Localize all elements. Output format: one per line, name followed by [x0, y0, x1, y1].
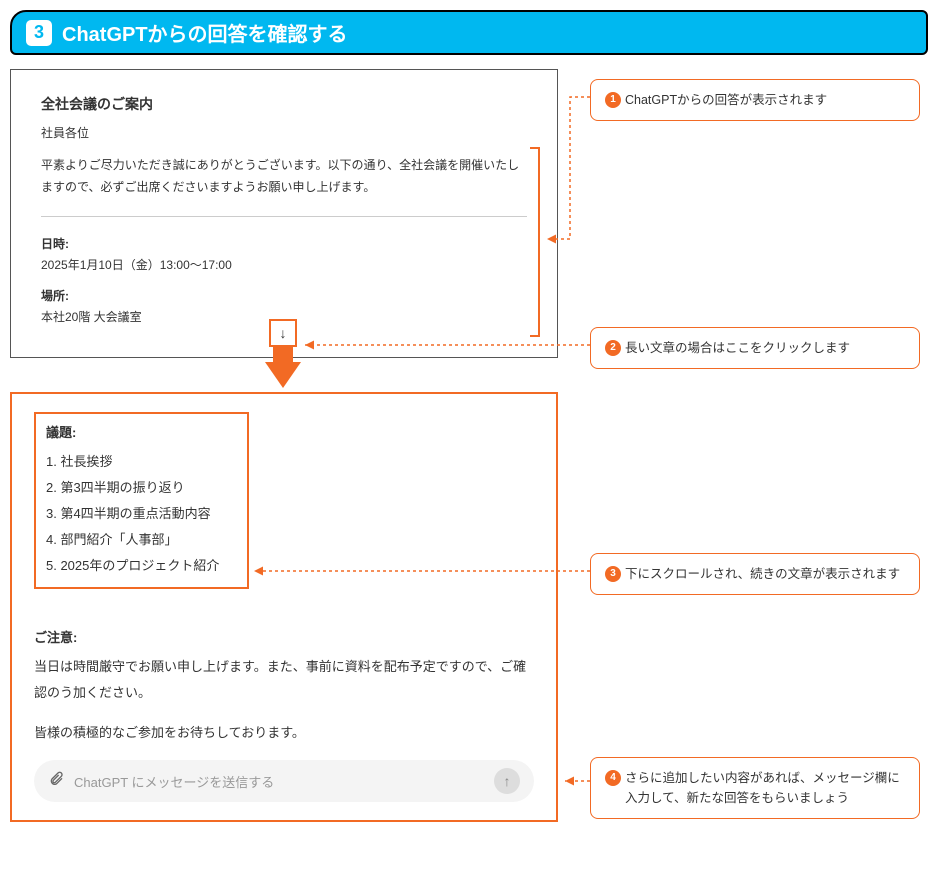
flow-arrow-down-icon	[265, 362, 301, 388]
list-item: 1. 社長挨拶	[46, 449, 237, 475]
attachment-icon[interactable]	[48, 771, 64, 792]
list-item: 5. 2025年のプロジェクト紹介	[46, 553, 237, 579]
message-input-placeholder[interactable]: ChatGPT にメッセージを送信する	[74, 772, 484, 791]
callout-number-badge: 1	[605, 92, 621, 108]
message-input-bar[interactable]: ChatGPT にメッセージを送信する ↑	[34, 760, 534, 802]
list-item: 4. 部門紹介「人事部」	[46, 527, 237, 553]
chatgpt-response-panel: 全社会議のご案内 社員各位 平素よりご尽力いただき誠にありがとうございます。以下…	[10, 69, 558, 358]
scrolled-content-panel: 議題: 1. 社長挨拶 2. 第3四半期の振り返り 3. 第4四半期の重点活動内…	[10, 392, 558, 822]
list-item: 2. 第3四半期の振り返り	[46, 475, 237, 501]
send-button[interactable]: ↑	[494, 768, 520, 794]
callout-text: 長い文章の場合はここをクリックします	[625, 338, 850, 358]
callout-1: 1 ChatGPTからの回答が表示されます	[590, 79, 920, 121]
callout-text: 下にスクロールされ、続きの文章が表示されます	[625, 564, 900, 584]
response-salutation: 社員各位	[41, 124, 527, 141]
callout-number-badge: 4	[605, 770, 621, 786]
range-bracket	[530, 147, 540, 337]
response-title: 全社会議のご案内	[41, 94, 527, 114]
callout-text: さらに追加したい内容があれば、メッセージ欄に入力して、新たな回答をもらいましょう	[625, 768, 905, 808]
notice-heading: ご注意:	[34, 627, 534, 646]
section-header: 3 ChatGPTからの回答を確認する	[10, 10, 928, 55]
callout-3: 3 下にスクロールされ、続きの文章が表示されます	[590, 553, 920, 595]
scroll-down-button[interactable]: ↓	[269, 319, 297, 347]
list-item: 3. 第4四半期の重点活動内容	[46, 501, 237, 527]
response-body: 平素よりご尽力いただき誠にありがとうございます。以下の通り、全社会議を開催いたし…	[41, 155, 527, 198]
agenda-heading: 議題:	[46, 422, 237, 441]
callout-2: 2 長い文章の場合はここをクリックします	[590, 327, 920, 369]
content-layout: 全社会議のご案内 社員各位 平素よりご尽力いただき誠にありがとうございます。以下…	[10, 69, 928, 822]
place-label: 場所:	[41, 287, 527, 304]
divider	[41, 216, 527, 217]
closing-text: 皆様の積極的なご参加をお待ちしております。	[34, 720, 534, 746]
callout-number-badge: 2	[605, 340, 621, 356]
datetime-value: 2025年1月10日（金）13:00〜17:00	[41, 256, 527, 273]
step-number-badge: 3	[26, 20, 52, 46]
callout-text: ChatGPTからの回答が表示されます	[625, 90, 827, 110]
agenda-highlight-box: 議題: 1. 社長挨拶 2. 第3四半期の振り返り 3. 第4四半期の重点活動内…	[34, 412, 249, 589]
datetime-label: 日時:	[41, 235, 527, 252]
callout-4: 4 さらに追加したい内容があれば、メッセージ欄に入力して、新たな回答をもらいまし…	[590, 757, 920, 819]
agenda-list: 1. 社長挨拶 2. 第3四半期の振り返り 3. 第4四半期の重点活動内容 4.…	[46, 449, 237, 579]
callout-number-badge: 3	[605, 566, 621, 582]
section-title: ChatGPTからの回答を確認する	[62, 18, 348, 47]
notice-text: 当日は時間厳守でお願い申し上げます。また、事前に資料を配布予定ですので、ご確認の…	[34, 654, 534, 706]
